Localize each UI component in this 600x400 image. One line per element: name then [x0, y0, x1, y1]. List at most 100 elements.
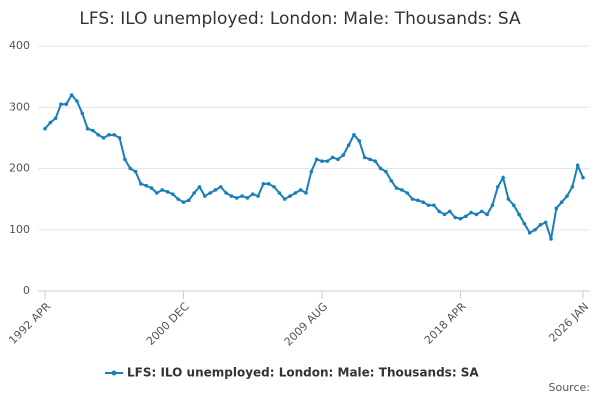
point — [442, 212, 447, 217]
point — [208, 191, 212, 195]
point — [250, 192, 255, 197]
point — [357, 139, 362, 143]
point — [341, 153, 346, 157]
chart-title: LFS: ILO unemployed: London: Male: Thous… — [79, 9, 521, 29]
point — [581, 175, 585, 180]
point — [543, 220, 548, 225]
y-tick-label: 300 — [9, 100, 30, 113]
point — [181, 200, 186, 204]
series-line — [44, 93, 584, 240]
point — [570, 185, 575, 189]
point — [565, 194, 569, 198]
point — [527, 231, 532, 235]
point — [282, 197, 287, 201]
legend-item: LFS: ILO unemployed: London: Male: Thous… — [105, 366, 479, 380]
point — [384, 169, 388, 174]
y-tick-label: 200 — [9, 162, 30, 175]
point — [378, 166, 383, 171]
point — [432, 203, 436, 208]
point — [218, 185, 223, 189]
point — [91, 128, 95, 133]
point — [69, 93, 74, 97]
point — [517, 212, 521, 217]
point — [320, 159, 324, 163]
point — [304, 191, 308, 195]
x-tick-label: 2026 JAN — [546, 300, 591, 345]
point — [453, 215, 457, 220]
point — [336, 157, 340, 162]
point — [117, 136, 122, 140]
point — [389, 178, 394, 183]
point — [277, 191, 282, 195]
point — [368, 157, 372, 162]
point — [469, 210, 473, 215]
point — [346, 143, 351, 148]
point — [160, 188, 164, 192]
y-tick-label: 400 — [9, 39, 30, 52]
x-tick-label: 2009 AUG — [282, 300, 331, 349]
point — [245, 196, 250, 200]
point — [64, 102, 69, 106]
point — [288, 194, 292, 198]
point — [464, 214, 468, 219]
point — [272, 185, 276, 189]
point — [314, 157, 319, 162]
point — [213, 188, 218, 192]
legend-marker — [111, 370, 117, 376]
point — [176, 197, 180, 201]
legend-label: LFS: ILO unemployed: London: Male: Thous… — [127, 366, 479, 380]
point — [511, 203, 516, 208]
point — [192, 191, 196, 195]
point — [85, 126, 90, 131]
point — [298, 188, 303, 192]
point — [234, 196, 239, 200]
point — [53, 116, 58, 121]
point — [155, 191, 159, 195]
x-tick-label: 2000 DEC — [144, 300, 192, 348]
point — [43, 126, 47, 131]
point — [266, 182, 271, 186]
y-tick-label: 100 — [9, 223, 30, 236]
point — [293, 191, 298, 195]
point — [128, 166, 133, 171]
point — [144, 183, 149, 188]
point — [352, 133, 356, 137]
point — [501, 175, 505, 180]
point — [416, 198, 420, 203]
point — [485, 212, 489, 217]
point — [96, 133, 101, 137]
point — [479, 209, 484, 214]
point — [240, 194, 244, 198]
point — [133, 169, 138, 174]
point — [261, 182, 266, 186]
point — [559, 200, 564, 204]
point — [330, 155, 335, 160]
point — [165, 189, 170, 194]
point — [495, 185, 500, 189]
point — [405, 191, 410, 195]
point — [203, 194, 207, 198]
point — [506, 197, 511, 201]
point — [229, 194, 234, 198]
point — [410, 197, 415, 201]
point — [373, 159, 378, 163]
y-tick-label: 0 — [23, 284, 30, 297]
point — [400, 188, 404, 192]
point — [256, 194, 260, 198]
point — [139, 182, 143, 186]
point — [538, 223, 543, 227]
point — [309, 169, 314, 174]
point — [474, 212, 479, 217]
point — [112, 133, 117, 137]
point — [224, 191, 228, 195]
point — [458, 216, 463, 221]
point — [59, 102, 63, 106]
point — [187, 198, 191, 203]
point — [325, 159, 330, 163]
x-tick-label: 1992 APR — [6, 300, 53, 347]
point — [490, 203, 495, 208]
point — [426, 203, 431, 208]
point — [394, 186, 399, 190]
point — [171, 192, 175, 197]
point — [75, 99, 79, 103]
